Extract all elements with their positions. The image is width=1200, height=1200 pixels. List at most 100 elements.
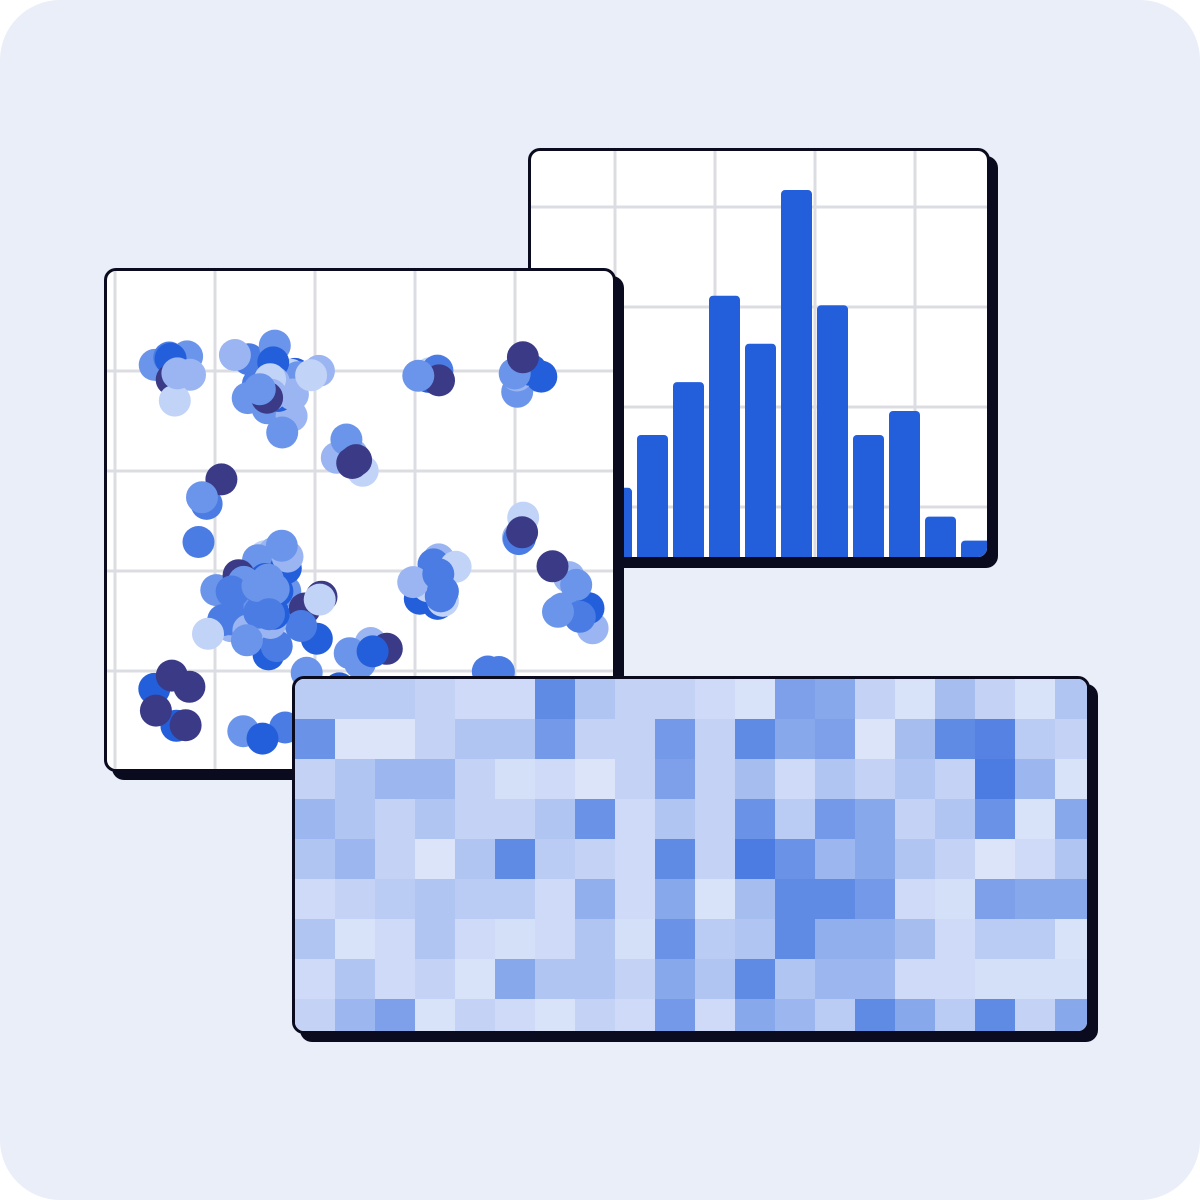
heatmap-cell <box>895 919 936 960</box>
scatter-point <box>215 575 248 608</box>
heatmap-cell <box>615 679 656 720</box>
heatmap-cell <box>535 959 576 1000</box>
heatmap-cell <box>855 839 896 880</box>
scatter-point <box>506 516 539 549</box>
heatmap-cell <box>895 799 936 840</box>
heatmap-cell <box>535 759 576 800</box>
heatmap-cell <box>575 879 616 920</box>
heatmap-cell <box>655 679 696 720</box>
heatmap-cell <box>615 759 656 800</box>
scatter-point <box>169 709 202 742</box>
heatmap-cell <box>655 999 696 1031</box>
heatmap-cell <box>975 719 1016 760</box>
heatmap-cell <box>1055 799 1087 840</box>
heatmap-cell <box>695 879 736 920</box>
heatmap-cell <box>415 919 456 960</box>
heatmap-cells <box>295 679 1087 1031</box>
heatmap-cell <box>895 879 936 920</box>
heatmap-cell <box>735 919 776 960</box>
heatmap-cell <box>455 799 496 840</box>
heatmap-cell <box>375 879 416 920</box>
heatmap-cell <box>535 719 576 760</box>
heatmap-cell <box>575 759 616 800</box>
heatmap-cell <box>735 959 776 1000</box>
heatmap-cell <box>375 679 416 720</box>
heatmap-cell <box>295 839 336 880</box>
heatmap-cell <box>295 879 336 920</box>
heatmap-cell <box>295 799 336 840</box>
scatter-point <box>402 359 435 392</box>
heatmap-cell <box>895 679 936 720</box>
heatmap-cell <box>495 879 536 920</box>
scatter-point <box>192 617 224 650</box>
heatmap-cell <box>1015 919 1056 960</box>
heatmap-cell <box>495 719 536 760</box>
heatmap-cell <box>575 679 616 720</box>
scatter-point <box>155 659 188 692</box>
heatmap-cell <box>455 759 496 800</box>
heatmap-cell <box>655 919 696 960</box>
heatmap-cell <box>455 879 496 920</box>
scatter-point <box>251 563 284 596</box>
heatmap-cell <box>375 959 416 1000</box>
heatmap-cell <box>975 959 1016 1000</box>
heatmap-card <box>292 676 1090 1034</box>
heatmap-cell <box>1055 919 1087 960</box>
scatter-point <box>285 610 318 642</box>
heatmap-cell <box>895 999 936 1031</box>
heatmap-cell <box>335 679 376 720</box>
heatmap-cell <box>975 799 1016 840</box>
heatmap-cell <box>775 959 816 1000</box>
bar <box>961 540 987 557</box>
heatmap-cell <box>815 799 856 840</box>
heatmap-cell <box>375 799 416 840</box>
bar <box>745 343 776 557</box>
scatter-point <box>186 481 218 514</box>
heatmap-cell <box>975 759 1016 800</box>
scatter-point <box>182 526 215 558</box>
heatmap-cell <box>935 799 976 840</box>
heatmap-cell <box>1055 759 1087 800</box>
heatmap-cell <box>535 679 576 720</box>
heatmap-cell <box>615 799 656 840</box>
heatmap-cell <box>415 799 456 840</box>
heatmap-cell <box>655 839 696 880</box>
heatmap-cell <box>495 839 536 880</box>
scatter-point <box>161 357 194 390</box>
heatmap-cell <box>455 679 496 720</box>
heatmap-cell <box>775 719 816 760</box>
heatmap-cell <box>415 959 456 1000</box>
scatter-point <box>253 598 285 631</box>
heatmap-cell <box>935 719 976 760</box>
heatmap-cell <box>975 879 1016 920</box>
heatmap-cell <box>1015 999 1056 1031</box>
bar <box>889 410 920 557</box>
heatmap-cell <box>495 759 536 800</box>
heatmap-cell <box>735 999 776 1031</box>
heatmap <box>295 679 1087 1031</box>
heatmap-cell <box>1015 959 1056 1000</box>
heatmap-cell <box>695 759 736 800</box>
heatmap-cell <box>455 919 496 960</box>
heatmap-cell <box>295 679 336 720</box>
heatmap-cell <box>575 839 616 880</box>
heatmap-cell <box>855 679 896 720</box>
heatmap-cell <box>1055 719 1087 760</box>
heatmap-cell <box>895 959 936 1000</box>
heatmap-cell <box>655 959 696 1000</box>
heatmap-cell <box>1055 839 1087 880</box>
heatmap-cell <box>815 759 856 800</box>
heatmap-cell <box>335 959 376 1000</box>
bar <box>709 295 740 557</box>
heatmap-cell <box>655 719 696 760</box>
heatmap-cell <box>855 959 896 1000</box>
heatmap-cell <box>815 879 856 920</box>
heatmap-cell <box>735 799 776 840</box>
heatmap-cell <box>535 879 576 920</box>
heatmap-cell <box>615 919 656 960</box>
scatter-point <box>333 637 366 670</box>
heatmap-cell <box>575 919 616 960</box>
heatmap-cell <box>455 959 496 1000</box>
heatmap-cell <box>375 719 416 760</box>
